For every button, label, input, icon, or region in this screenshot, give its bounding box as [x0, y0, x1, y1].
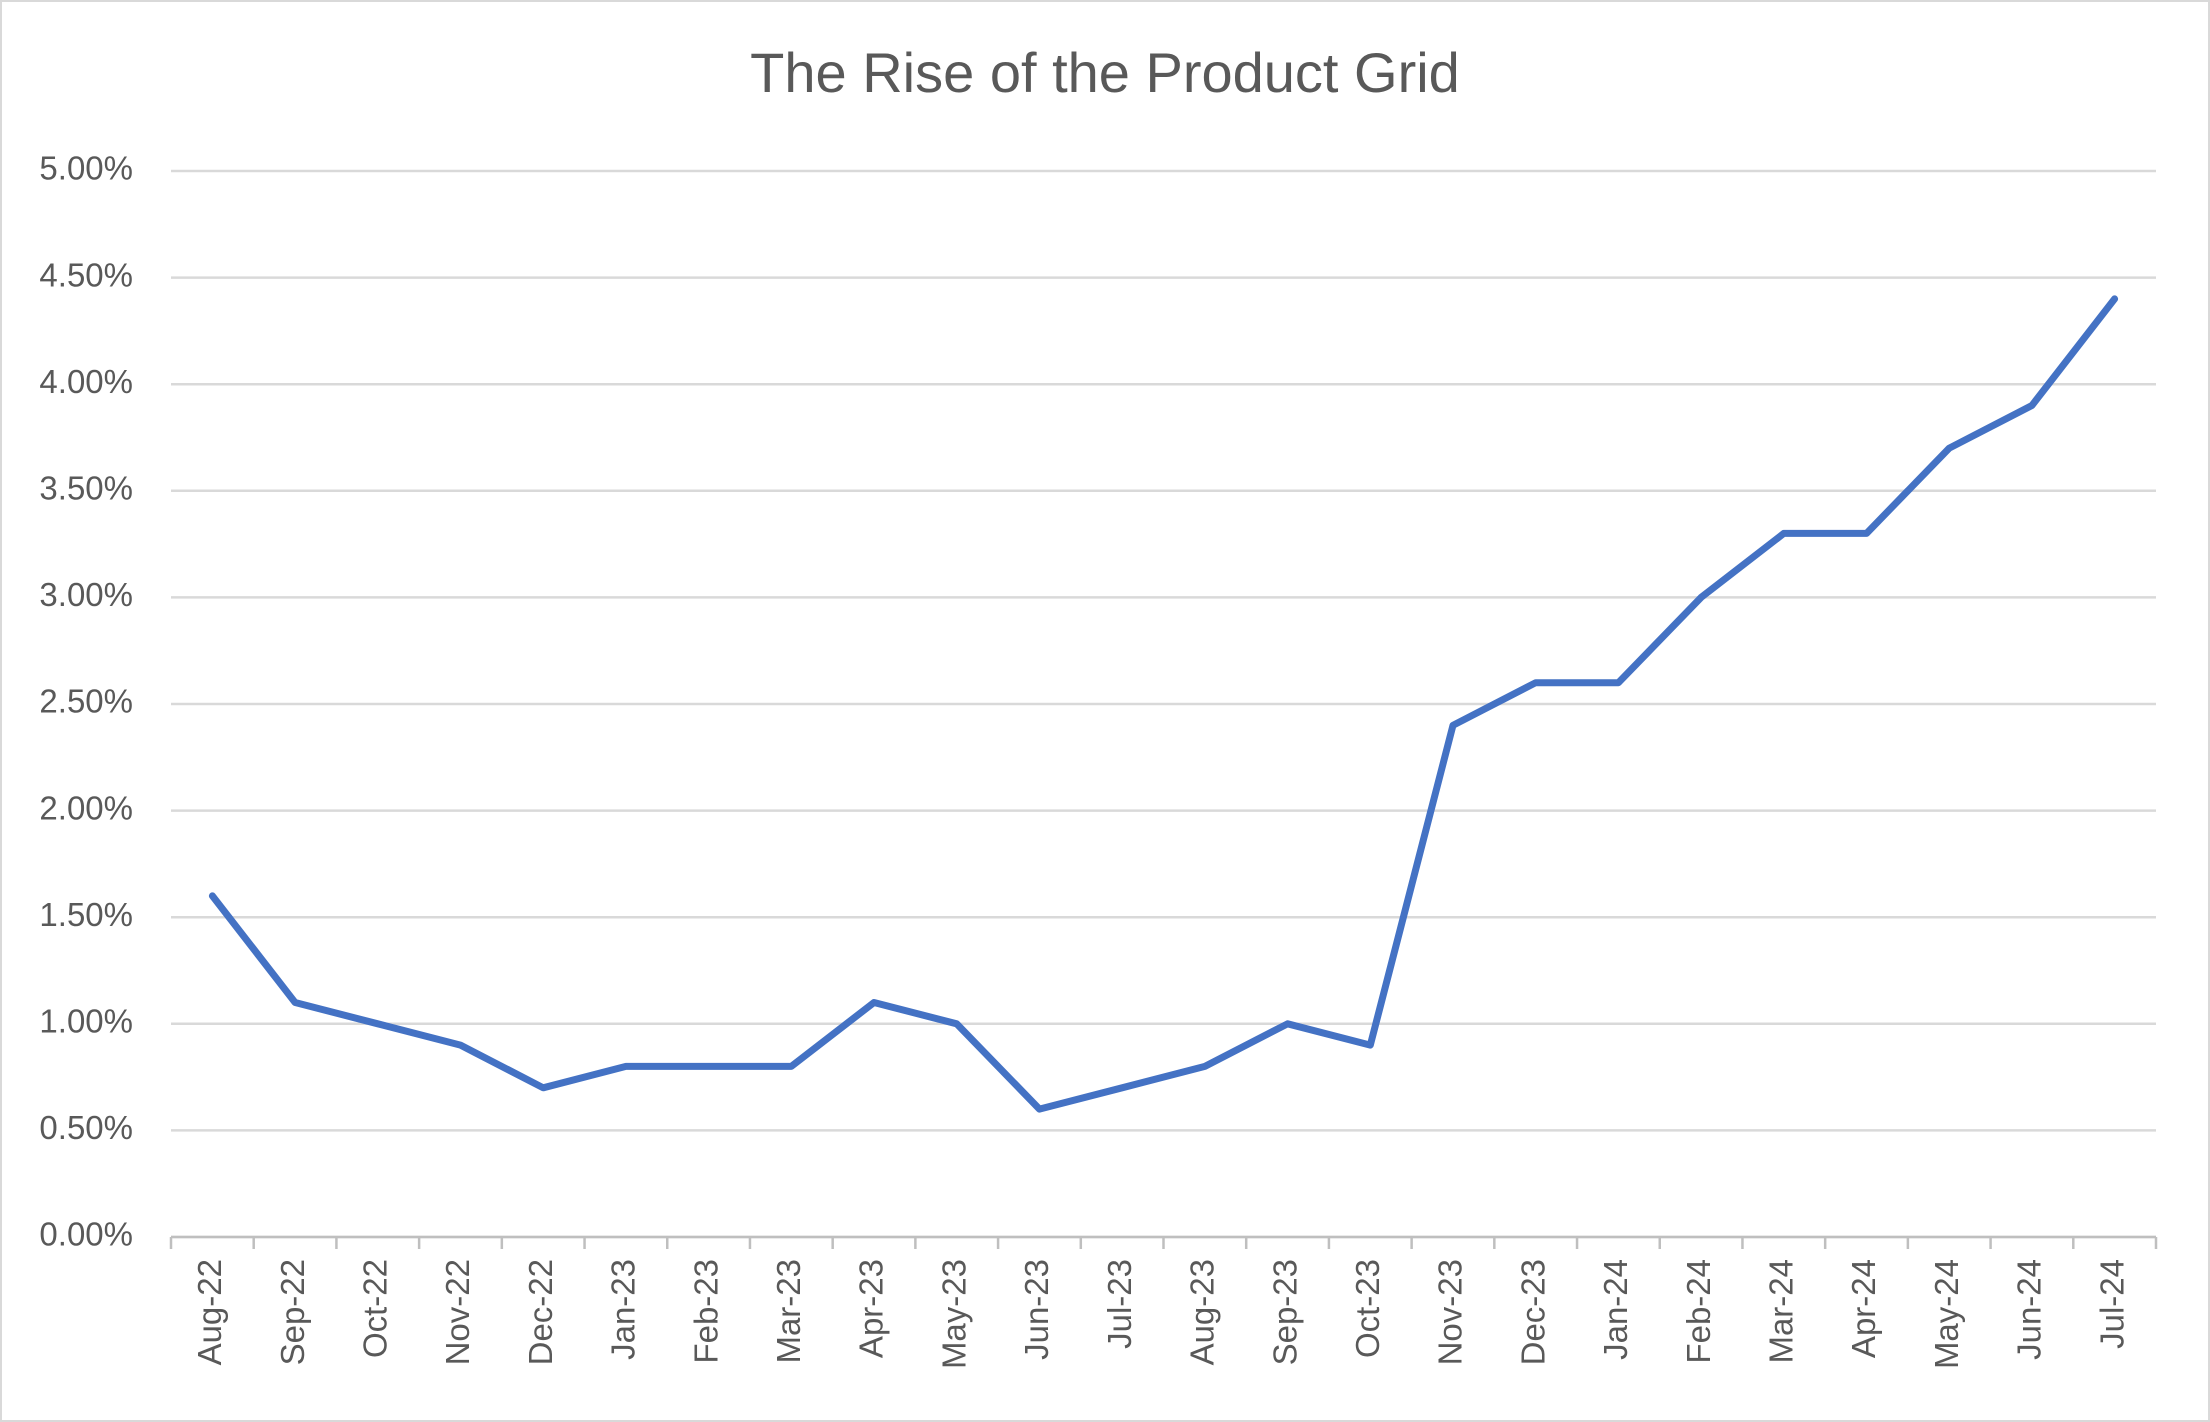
x-tick-label: Jan-24 [1597, 1259, 1634, 1360]
x-tick-label: Jul-23 [1101, 1259, 1138, 1349]
x-tick-label: Jun-24 [2011, 1259, 2048, 1360]
y-tick-label: 2.50% [39, 683, 133, 720]
x-tick-label: Aug-22 [191, 1259, 228, 1365]
y-tick-label: 1.50% [39, 896, 133, 933]
x-tick-label: Sep-23 [1266, 1259, 1303, 1365]
x-tick-label: Jun-23 [1018, 1259, 1055, 1360]
y-tick-label: 5.00% [39, 150, 133, 187]
x-tick-label: Sep-22 [274, 1259, 311, 1365]
y-tick-label: 3.00% [39, 576, 133, 613]
x-tick-label: May-24 [1928, 1259, 1965, 1369]
y-tick-label: 0.00% [39, 1216, 133, 1253]
data-line [208, 295, 2119, 1113]
y-tick-label: 1.00% [39, 1003, 133, 1040]
x-tick-label: Mar-23 [770, 1259, 807, 1364]
x-tick-label: Nov-22 [439, 1259, 476, 1365]
x-tick-label: Nov-23 [1432, 1259, 1469, 1365]
y-tick-label: 2.00% [39, 789, 133, 826]
x-tick-label: May-23 [935, 1259, 972, 1369]
x-tick-label: Feb-23 [687, 1259, 724, 1364]
x-tick-label: Mar-24 [1763, 1259, 1800, 1364]
x-tick-label: Dec-23 [1514, 1259, 1551, 1365]
y-tick-label: 0.50% [39, 1109, 133, 1146]
x-tick-label: Oct-23 [1349, 1259, 1386, 1358]
x-tick-label: Oct-22 [356, 1259, 393, 1358]
x-tick-label: Jul-24 [2093, 1259, 2130, 1349]
y-tick-label: 3.50% [39, 470, 133, 507]
x-tick-label: Apr-24 [1845, 1259, 1882, 1358]
x-tick-label: Dec-22 [522, 1259, 559, 1365]
x-tick-label: Apr-23 [853, 1259, 890, 1358]
x-tick-label: Feb-24 [1680, 1259, 1717, 1364]
y-tick-label: 4.50% [39, 256, 133, 293]
x-tick-label: Aug-23 [1184, 1259, 1221, 1365]
x-tick-label: Jan-23 [605, 1259, 642, 1360]
chart-title: The Rise of the Product Grid [750, 41, 1460, 104]
y-tick-label: 4.00% [39, 363, 133, 400]
